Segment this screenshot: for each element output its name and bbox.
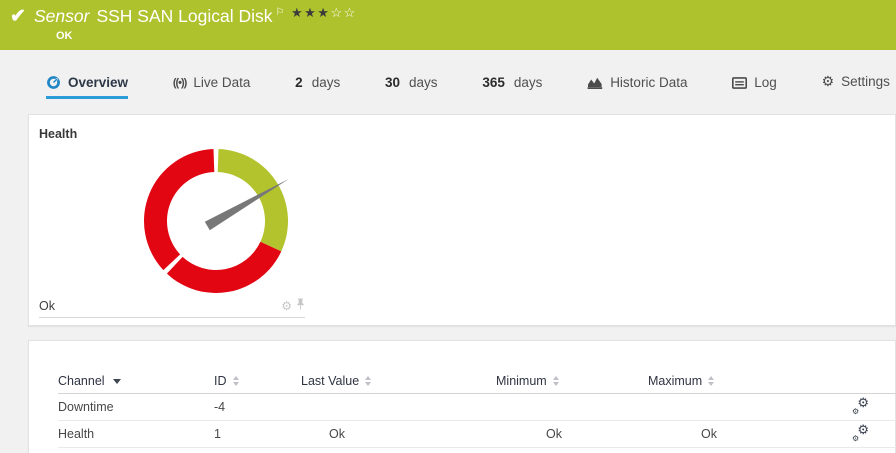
cell-id: -4 bbox=[214, 400, 226, 414]
tab-overview[interactable]: Overview bbox=[46, 75, 129, 99]
column-label: Minimum bbox=[496, 374, 547, 388]
table-row-downtime: Downtime -4 ⚙ ⚙ bbox=[58, 394, 896, 421]
gauge-needle bbox=[204, 179, 289, 231]
channel-table-header: Channel ID Last Value Minimum Maximum bbox=[58, 369, 896, 394]
cell-id: 1 bbox=[214, 427, 221, 441]
object-kind-label: Sensor bbox=[34, 6, 90, 26]
cell-channel: Downtime bbox=[58, 400, 114, 414]
tab-label: Live Data bbox=[193, 75, 251, 90]
tab-label: Settings bbox=[841, 74, 890, 89]
gauge-segment-alarm-2 bbox=[143, 149, 215, 271]
tab-label-number: 365 bbox=[482, 75, 505, 90]
gauge-settings-gear-icon[interactable]: ⚙ bbox=[281, 298, 292, 313]
column-header-last-value[interactable]: Last Value bbox=[301, 374, 496, 388]
tab-365-days[interactable]: 365 days bbox=[482, 75, 542, 99]
tab-bar: Overview ((•)) Live Data 2 days 30 days … bbox=[0, 50, 896, 112]
gauge-segment-ok bbox=[217, 149, 288, 252]
gauge-footer-icons: ⚙ bbox=[281, 298, 305, 313]
cell-channel: Health bbox=[58, 427, 95, 441]
sort-icon bbox=[552, 376, 559, 386]
cell-maximum: Ok bbox=[701, 427, 717, 441]
sensor-status-badge: OK bbox=[56, 30, 73, 42]
column-header-id[interactable]: ID bbox=[214, 374, 301, 388]
gauge-icon bbox=[46, 75, 61, 90]
tab-30-days[interactable]: 30 days bbox=[385, 75, 438, 99]
column-label: ID bbox=[214, 374, 227, 388]
tab-label: Historic Data bbox=[610, 75, 688, 90]
sensor-header: ✔ Sensor SSH SAN Logical Disk ⚐ ★★★☆☆ OK bbox=[0, 0, 896, 50]
tab-historic-data[interactable]: Historic Data bbox=[587, 75, 687, 99]
gauge-status-message: Ok bbox=[39, 298, 55, 313]
tab-label: days bbox=[409, 75, 438, 90]
channel-table-panel: Channel ID Last Value Minimum Maximum bbox=[28, 340, 896, 453]
priority-stars-filled: ★★★ bbox=[291, 5, 331, 20]
page-title: Sensor SSH SAN Logical Disk ⚐ bbox=[34, 6, 284, 27]
table-row-health: Health 1 Ok Ok Ok ⚙ ⚙ bbox=[58, 421, 896, 448]
gauge-title: Health bbox=[39, 127, 78, 141]
column-label: Channel bbox=[58, 374, 105, 388]
tab-label: days bbox=[311, 75, 341, 90]
cell-minimum: Ok bbox=[546, 427, 562, 441]
tab-label-number: 2 bbox=[295, 75, 303, 90]
column-label: Maximum bbox=[648, 374, 703, 388]
health-gauge-chart bbox=[143, 149, 289, 293]
sort-icon bbox=[232, 376, 239, 386]
log-icon bbox=[732, 76, 748, 89]
column-header-maximum[interactable]: Maximum bbox=[648, 374, 806, 388]
channel-settings-gears-icon[interactable]: ⚙ ⚙ bbox=[852, 395, 869, 416]
pin-icon[interactable] bbox=[296, 298, 305, 313]
sort-icon bbox=[708, 376, 715, 386]
flag-icon[interactable]: ⚐ bbox=[275, 7, 285, 18]
tab-settings[interactable]: ⚙ Settings bbox=[822, 73, 890, 99]
gauge-segment-alarm-1 bbox=[166, 241, 282, 293]
health-gauge-panel: Health Ok ⚙ bbox=[28, 114, 896, 326]
sensor-name: SSH SAN Logical Disk bbox=[96, 6, 273, 26]
tab-2-days[interactable]: 2 days bbox=[295, 75, 340, 99]
channel-table: Channel ID Last Value Minimum Maximum bbox=[58, 369, 896, 448]
status-ok-check-icon: ✔ bbox=[10, 6, 26, 27]
priority-stars-empty: ☆☆ bbox=[330, 5, 357, 20]
tab-label: Overview bbox=[68, 75, 129, 90]
gear-icon: ⚙ bbox=[821, 73, 835, 89]
cell-last-value: Ok bbox=[329, 427, 345, 441]
tab-log[interactable]: Log bbox=[732, 75, 777, 99]
area-chart-icon bbox=[587, 76, 603, 90]
tab-label-number: 30 bbox=[385, 75, 401, 90]
tab-label: Log bbox=[754, 75, 777, 90]
sort-desc-icon bbox=[112, 378, 121, 384]
column-label: Last Value bbox=[301, 374, 360, 388]
sort-icon bbox=[365, 376, 372, 386]
priority-stars[interactable]: ★★★☆☆ bbox=[291, 5, 357, 21]
channel-settings-gears-icon[interactable]: ⚙ ⚙ bbox=[852, 422, 869, 443]
tab-live-data[interactable]: ((•)) Live Data bbox=[173, 75, 251, 99]
column-header-minimum[interactable]: Minimum bbox=[496, 374, 648, 388]
gauge-footer: Ok ⚙ bbox=[39, 298, 305, 318]
column-header-channel[interactable]: Channel bbox=[58, 374, 214, 388]
tab-label: days bbox=[513, 75, 543, 90]
broadcast-icon: ((•)) bbox=[172, 76, 187, 89]
